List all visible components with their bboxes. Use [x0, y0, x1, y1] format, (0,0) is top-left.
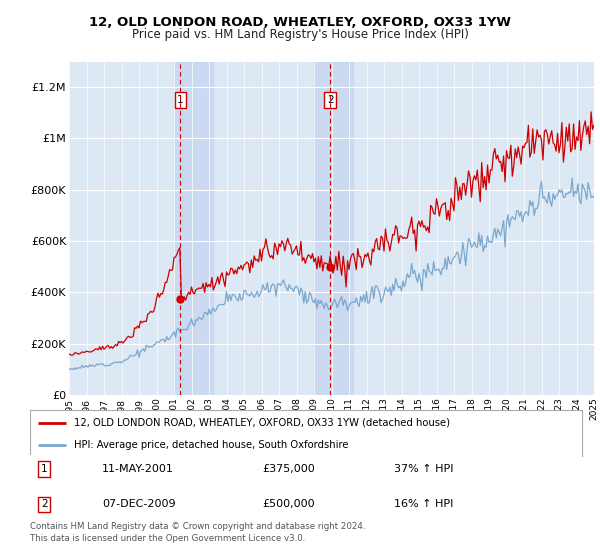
Text: HPI: Average price, detached house, South Oxfordshire: HPI: Average price, detached house, Sout… — [74, 440, 349, 450]
Text: Price paid vs. HM Land Registry's House Price Index (HPI): Price paid vs. HM Land Registry's House … — [131, 28, 469, 41]
Bar — [314, 62, 353, 395]
Text: 16% ↑ HPI: 16% ↑ HPI — [394, 499, 454, 509]
Text: Contains HM Land Registry data © Crown copyright and database right 2024.
This d: Contains HM Land Registry data © Crown c… — [30, 522, 365, 543]
Text: 1: 1 — [41, 464, 47, 474]
Text: £500,000: £500,000 — [262, 499, 314, 509]
Text: 11-MAY-2001: 11-MAY-2001 — [102, 464, 173, 474]
Text: £375,000: £375,000 — [262, 464, 314, 474]
Bar — [174, 62, 212, 395]
Text: 2: 2 — [41, 499, 47, 509]
Text: 1: 1 — [177, 95, 184, 105]
Text: 2: 2 — [327, 95, 334, 105]
Text: 07-DEC-2009: 07-DEC-2009 — [102, 499, 175, 509]
Text: 12, OLD LONDON ROAD, WHEATLEY, OXFORD, OX33 1YW (detached house): 12, OLD LONDON ROAD, WHEATLEY, OXFORD, O… — [74, 418, 450, 428]
Text: 12, OLD LONDON ROAD, WHEATLEY, OXFORD, OX33 1YW: 12, OLD LONDON ROAD, WHEATLEY, OXFORD, O… — [89, 16, 511, 29]
Text: 37% ↑ HPI: 37% ↑ HPI — [394, 464, 454, 474]
